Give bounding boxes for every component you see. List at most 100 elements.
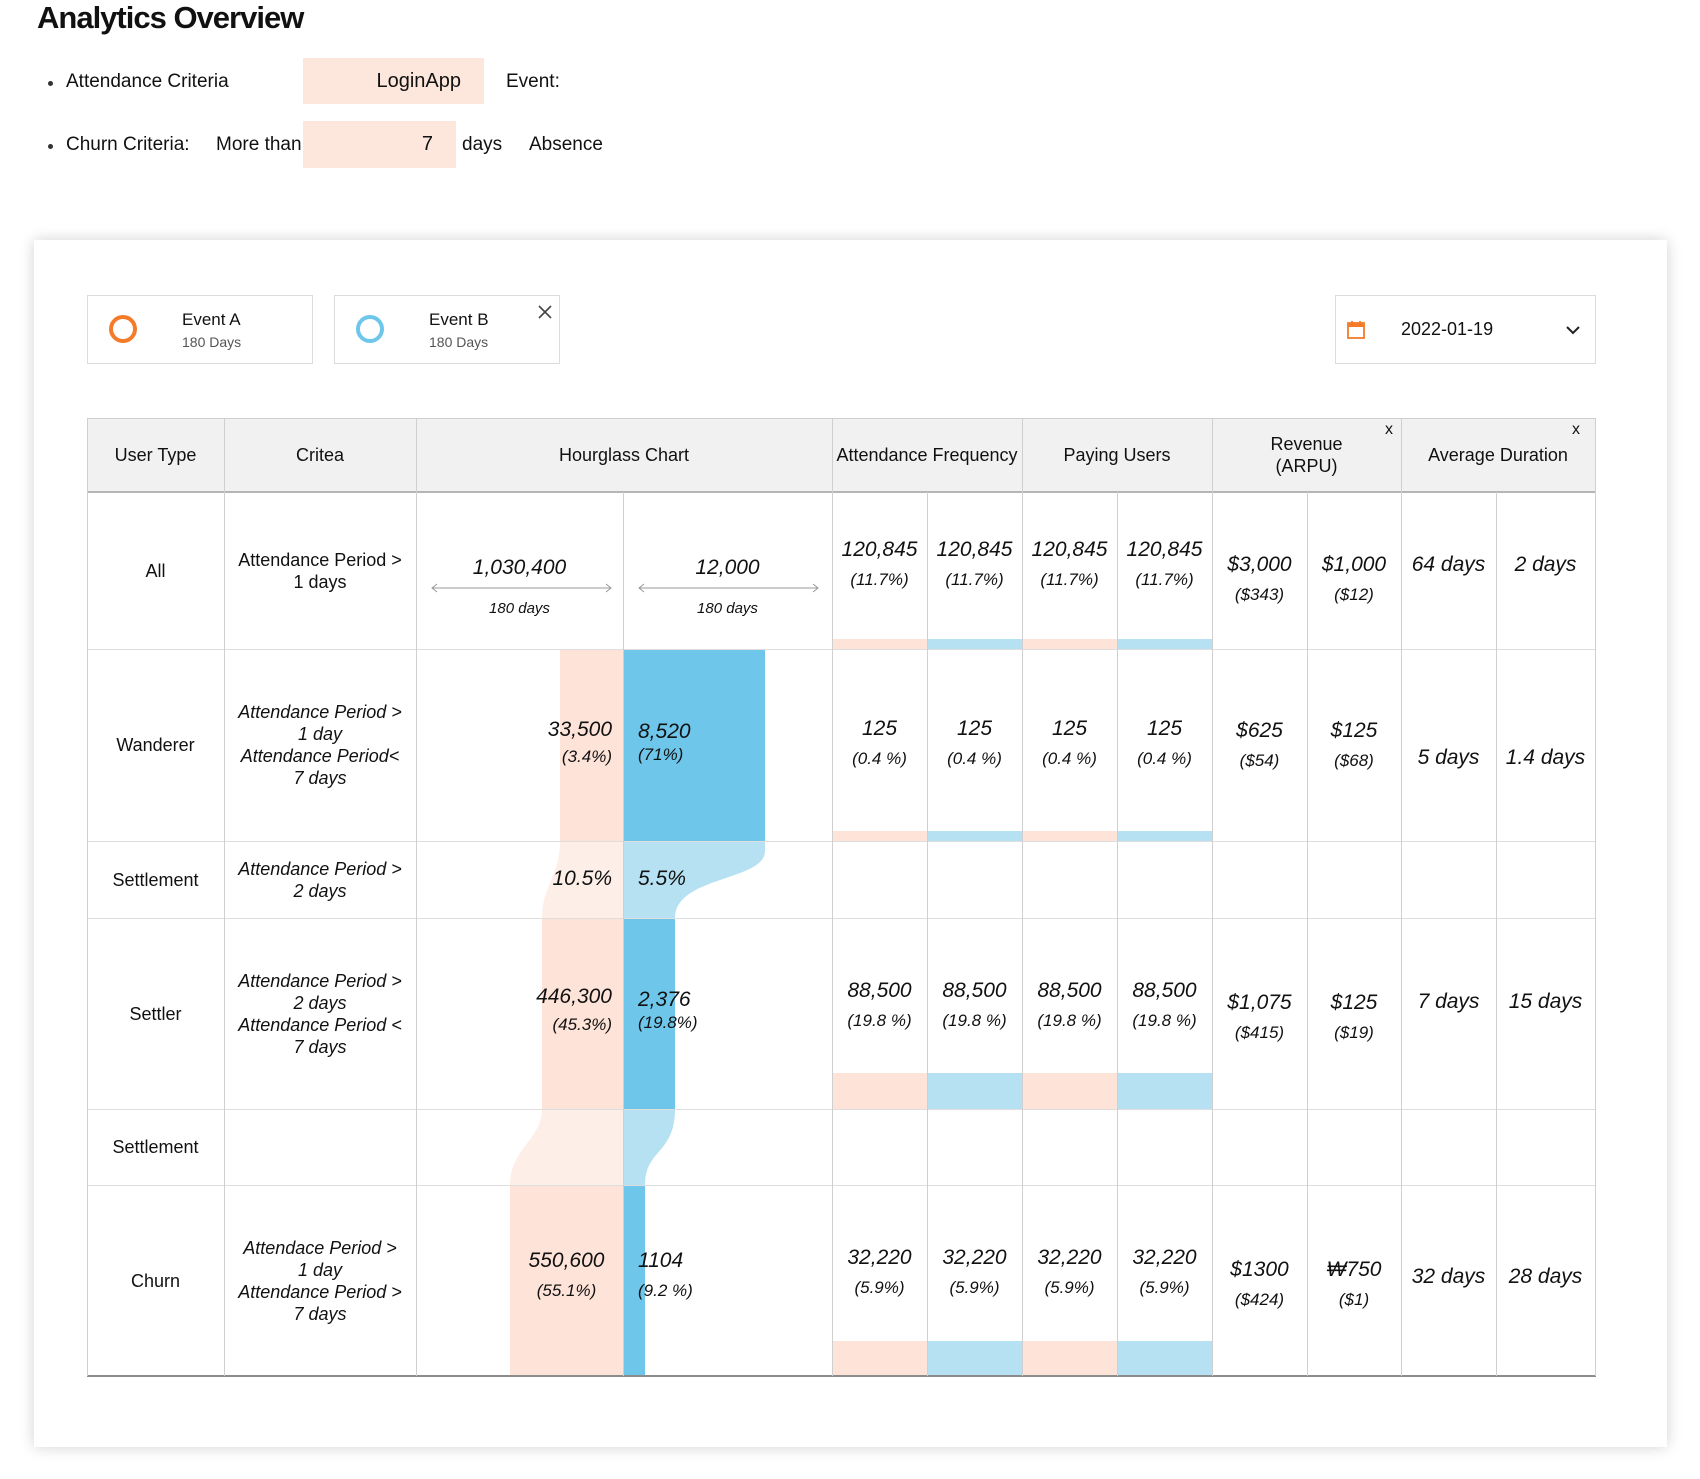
all-af-b: 120,845 (11.7%)	[927, 535, 1022, 595]
page-title: Analytics Overview	[37, 0, 304, 35]
wanderer-pu-b: 125 (0.4 %)	[1117, 714, 1212, 774]
grid-line	[87, 1109, 1596, 1110]
grid-line	[1212, 418, 1213, 1376]
criteria-line: 2 days	[293, 880, 347, 901]
header-average-duration: Average Duration	[1428, 445, 1568, 465]
settler-dur-b: 15 days	[1508, 990, 1583, 1013]
value: 32,220	[942, 1246, 1007, 1269]
close-event-b-icon[interactable]	[537, 304, 553, 320]
value: 125	[956, 717, 993, 740]
criteria-line: 7 days	[293, 768, 347, 788]
hourglass-a-settlement-transition	[542, 841, 623, 918]
close-duration-column-button[interactable]: x	[1572, 421, 1580, 438]
wanderer-a-value: 33,500 (3.4%)	[500, 715, 612, 769]
wanderer-b-value: 8,520 (71%)	[638, 719, 750, 765]
criteria-line: Attendance Period >	[238, 970, 402, 991]
value: 2,376	[638, 988, 691, 1011]
header-user-type: User Type	[114, 445, 197, 465]
legend-event-b[interactable]: Event B 180 Days	[334, 295, 560, 364]
settler-af-b: 88,500 (19.8 %)	[927, 976, 1022, 1036]
close-revenue-column-button[interactable]: x	[1385, 421, 1393, 438]
churn-days-value: 7	[421, 133, 433, 155]
settlement-a-rate: 10.5%	[552, 867, 612, 890]
criteria-line: 7 days	[293, 1036, 347, 1057]
criteria-line: Attendace Period >	[243, 1237, 397, 1258]
criteria-line: 2 days	[293, 992, 347, 1013]
churn-af-a: 32,220 (5.9%)	[832, 1243, 927, 1303]
percent: (19.8%)	[638, 1013, 698, 1032]
churn-pu-b: 32,220 (5.9%)	[1117, 1243, 1212, 1303]
hourglass-b-settlement2-transition	[623, 1109, 675, 1185]
arpu: ($424)	[1234, 1290, 1285, 1309]
hourglass-b-churn	[623, 1185, 645, 1376]
settler-b-value: 2,376 (19.8%)	[638, 987, 750, 1033]
percent: (19.8 %)	[847, 1011, 912, 1030]
value: 125	[1146, 717, 1183, 740]
more-than-label: More than	[216, 134, 302, 155]
bar-pu-b-settler	[1117, 1073, 1212, 1109]
bar-pu-a-all	[1022, 639, 1117, 649]
value: 88,500	[1132, 979, 1197, 1002]
row-churn-user-type: Churn	[130, 1270, 181, 1291]
hourglass-b-wanderer	[623, 649, 765, 841]
grid-line	[623, 492, 624, 1376]
row-settler-criteria: Attendance Period > 2 days Attendance Pe…	[224, 918, 416, 1109]
all-dur-a: 64 days	[1411, 553, 1486, 576]
date-value: 2022-01-19	[1401, 319, 1494, 339]
bar-pu-a-settler	[1022, 1073, 1117, 1109]
all-pu-b: 120,845 (11.7%)	[1117, 535, 1212, 595]
legend-event-a[interactable]: Event A 180 Days	[87, 295, 313, 364]
row-settler-user-type: Settler	[129, 1003, 182, 1024]
arpu: ($343)	[1234, 585, 1285, 604]
grid-line	[224, 418, 225, 1376]
wanderer-pu-a: 125 (0.4 %)	[1022, 714, 1117, 774]
bar-pu-a-churn	[1022, 1341, 1117, 1376]
event-a-period: 180 Days	[182, 334, 242, 350]
header-criteria: Critea	[295, 445, 344, 465]
arpu: ($19)	[1334, 1023, 1374, 1042]
value: 120,845	[1126, 538, 1203, 561]
grid-line	[87, 418, 88, 1376]
churn-criteria-label: Churn Criteria:	[66, 134, 190, 155]
criteria-line: Attendance Period >	[238, 702, 402, 722]
grid-line	[416, 418, 417, 1376]
header-revenue: Revenue (ARPU)	[1212, 418, 1401, 492]
date-picker[interactable]: 2022-01-19	[1335, 295, 1596, 364]
grid-line	[1496, 492, 1497, 1376]
event-a-name: Event A	[182, 310, 241, 329]
percent: (11.7%)	[1135, 570, 1194, 589]
wanderer-af-a: 125 (0.4 %)	[832, 714, 927, 774]
grid-line	[87, 841, 1596, 842]
wanderer-rev-b: $125 ($68)	[1307, 716, 1401, 776]
percent: (5.9%)	[1044, 1278, 1095, 1297]
value: $1300	[1230, 1258, 1289, 1281]
arpu: ($1)	[1338, 1290, 1370, 1309]
value: $125	[1330, 991, 1378, 1014]
row-wanderer-criteria: Attendance Period > 1 day Attendance Per…	[224, 649, 416, 841]
churn-days-input[interactable]: 7	[303, 121, 456, 168]
settler-rev-b: $125 ($19)	[1307, 988, 1401, 1048]
row-wanderer-user-type: Wanderer	[116, 735, 195, 755]
hourglass-a-churn	[510, 1185, 623, 1376]
all-dur-b: 2 days	[1514, 553, 1577, 576]
attendance-event-input[interactable]: LoginApp	[303, 58, 484, 104]
header-hourglass: Hourglass Chart	[558, 445, 690, 465]
value: 446,300	[536, 985, 612, 1008]
calendar-icon	[1347, 321, 1365, 339]
settler-pu-a: 88,500 (19.8 %)	[1022, 976, 1117, 1036]
percent: (19.8 %)	[1037, 1011, 1102, 1030]
criteria-line: Attendance Period<	[240, 746, 400, 766]
value: ₩750	[1326, 1258, 1382, 1281]
header-revenue-l1: Revenue	[1270, 434, 1343, 454]
event-b-ring-icon	[356, 315, 384, 343]
double-arrow-icon	[431, 583, 612, 593]
criteria-line: Attendance Period >	[238, 858, 402, 879]
grid-line	[87, 918, 1596, 919]
all-pu-a: 120,845 (11.7%)	[1022, 535, 1117, 595]
event-b-name: Event B	[429, 310, 489, 329]
all-a-period: 180 days	[489, 600, 550, 617]
value: 32,220	[1132, 1246, 1197, 1269]
all-af-a: 120,845 (11.7%)	[832, 535, 927, 595]
row-churn-criteria: Attendace Period > 1 day Attendance Peri…	[224, 1185, 416, 1376]
churn-dur-b: 28 days	[1508, 1265, 1583, 1288]
